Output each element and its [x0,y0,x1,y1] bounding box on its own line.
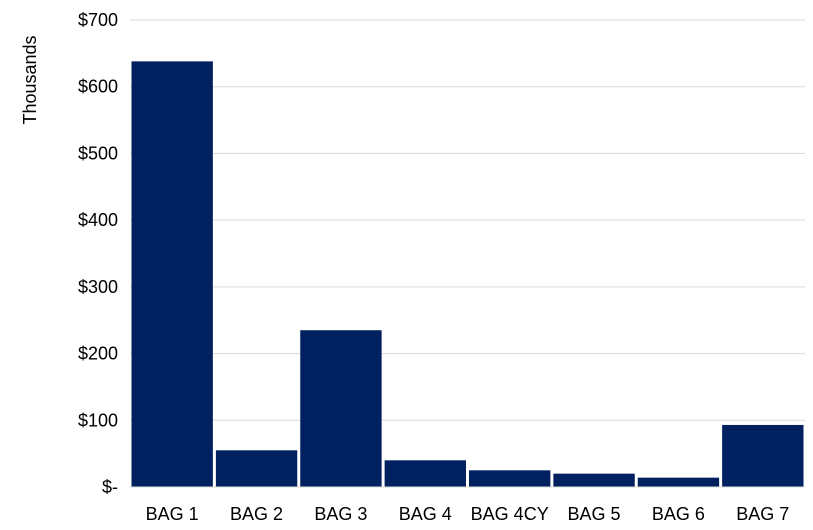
x-tick-label: BAG 5 [568,504,621,524]
y-axis-title: Thousands [20,35,40,124]
x-tick-label: BAG 6 [652,504,705,524]
y-tick-label: $400 [78,210,118,230]
x-tick-label: BAG 7 [736,504,789,524]
y-tick-label: $100 [78,410,118,430]
x-tick-label: BAG 4CY [471,504,549,524]
y-tick-label: $600 [78,77,118,97]
bar-bag-7 [722,424,804,487]
bar-bag-5 [553,473,635,487]
y-tick-label: $500 [78,143,118,163]
bar-bag-4 [384,460,466,487]
y-tick-label: $200 [78,344,118,364]
y-tick-labels: $- $100 $200 $300 $400 $500 $600 $700 [78,10,118,497]
y-tick-label: $700 [78,10,118,30]
y-tick-label: $- [102,477,118,497]
gridlines [130,19,805,421]
x-tick-label: BAG 4 [399,504,452,524]
x-tick-label: BAG 1 [146,504,199,524]
bars [131,61,804,488]
y-tick-label: $300 [78,277,118,297]
x-tick-label: BAG 3 [314,504,367,524]
bar-bag-1 [131,61,213,488]
bar-bag-6 [637,477,720,487]
bar-bag-4cy [469,470,551,487]
x-tick-label: BAG 2 [230,504,283,524]
bar-bag-3 [300,330,382,487]
x-tick-labels: BAG 1 BAG 2 BAG 3 BAG 4 BAG 4CY BAG 5 BAG 6 BAG… [146,504,790,524]
bar-bag-2 [215,450,298,487]
